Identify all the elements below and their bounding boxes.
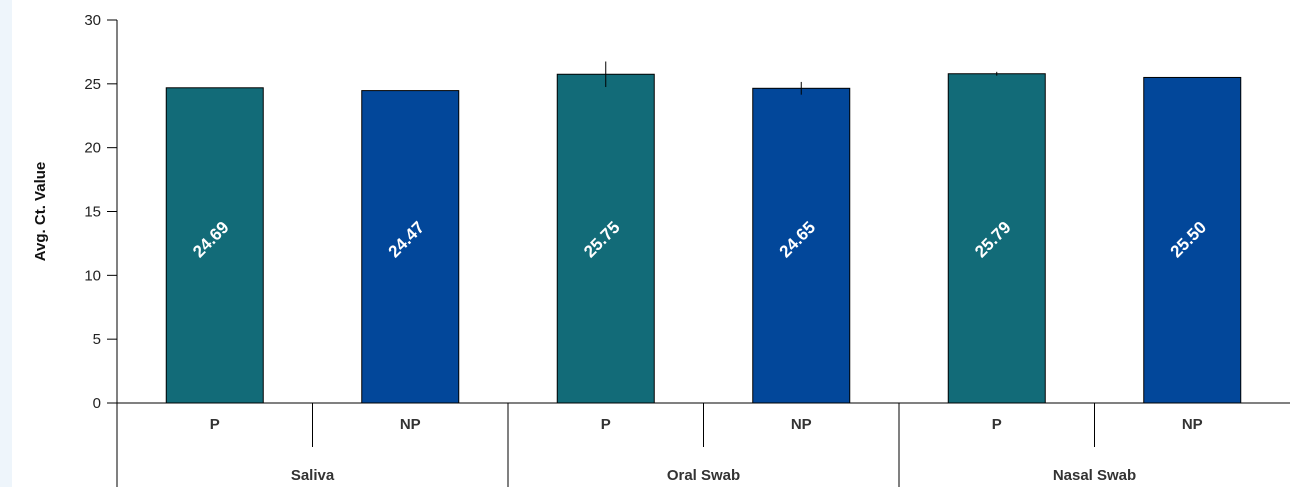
bar-nasal-swab-p — [947, 73, 1046, 404]
bar-oral-swab-np — [752, 87, 851, 404]
left-margin-strip — [0, 0, 12, 487]
x-category-label: P — [210, 416, 220, 433]
x-group-label: Saliva — [291, 467, 335, 484]
bar-saliva-p — [165, 87, 264, 404]
y-tick-label: 30 — [84, 12, 101, 29]
x-group-label: Oral Swab — [667, 467, 740, 484]
y-tick-label: 15 — [84, 204, 101, 221]
x-category-label: NP — [1182, 416, 1203, 433]
x-group-label: Nasal Swab — [1053, 467, 1136, 484]
x-category-label: NP — [400, 416, 421, 433]
y-tick-label: 20 — [84, 140, 101, 157]
x-category-label: P — [601, 416, 611, 433]
y-tick-label: 5 — [93, 331, 101, 348]
y-tick-label: 25 — [84, 76, 101, 93]
y-tick-label: 10 — [84, 267, 101, 284]
y-tick-label: 0 — [93, 395, 101, 412]
bar-oral-swab-p — [556, 73, 655, 404]
y-axis-label: Avg. Ct. Value — [32, 162, 49, 261]
x-category-label: P — [992, 416, 1002, 433]
x-category-label: NP — [791, 416, 812, 433]
